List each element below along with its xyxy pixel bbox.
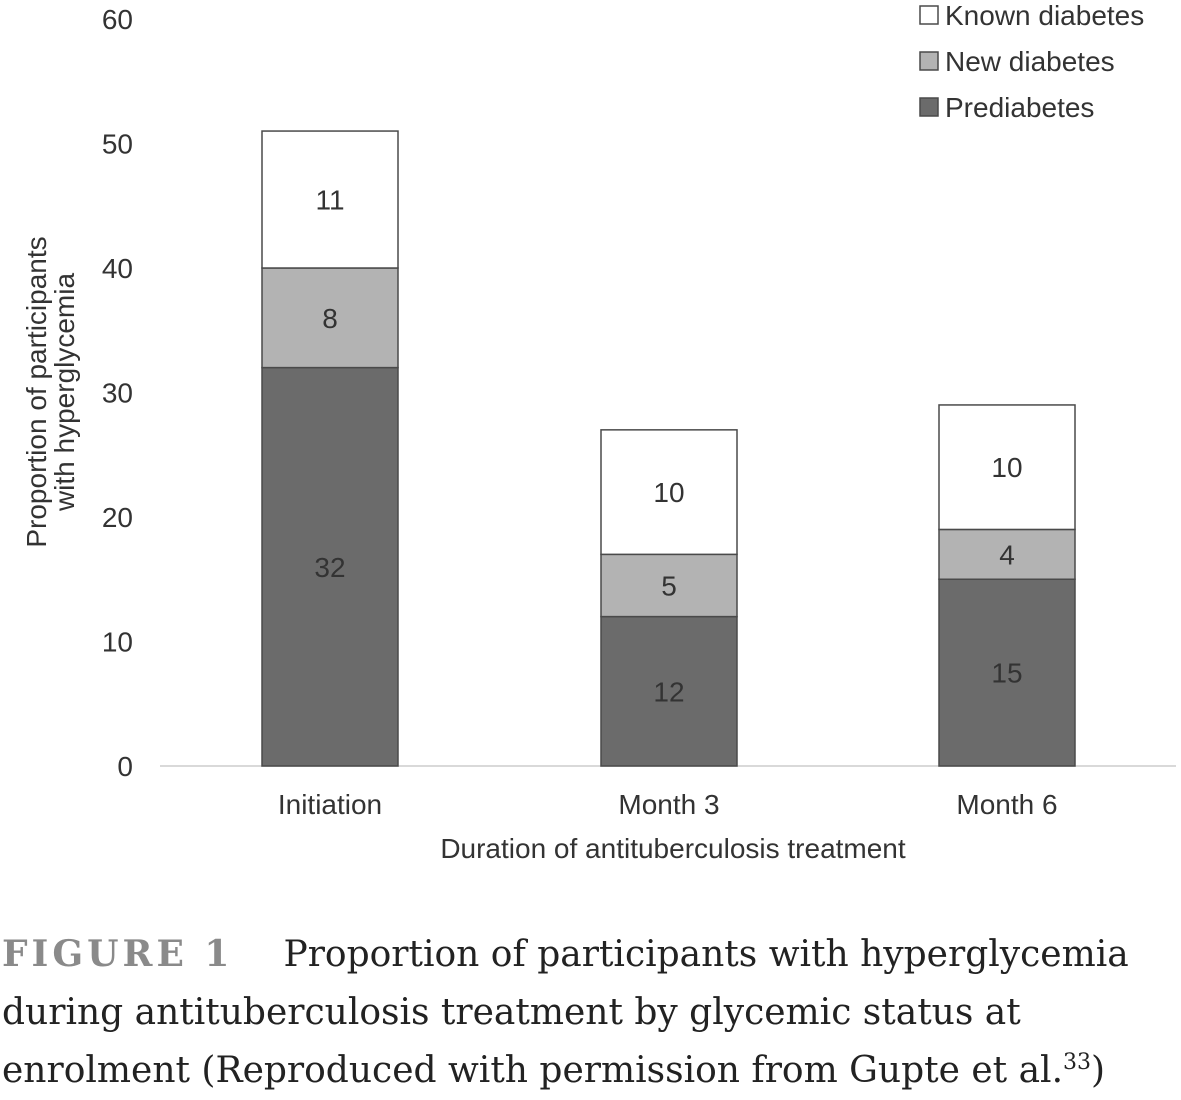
y-tick-label: 30 [102, 378, 133, 409]
bar-segment [261, 267, 399, 369]
legend-swatch [919, 97, 939, 117]
y-axis-ticks: 0 10 20 30 40 50 60 [102, 4, 133, 782]
legend-label: Prediabetes [945, 92, 1094, 123]
x-tick-label: Month 3 [618, 789, 719, 820]
data-label: 10 [653, 477, 684, 508]
figure-label: FIGURE 1 [2, 933, 234, 975]
bar-segment [938, 404, 1076, 531]
figure-caption: FIGURE 1 Proportion of participants with … [2, 925, 1177, 1100]
y-tick-label: 0 [117, 751, 133, 782]
legend-swatch [919, 5, 939, 25]
data-label: 11 [315, 185, 344, 216]
data-label: 12 [653, 676, 684, 707]
bars: 32 8 11 12 5 10 15 4 10 [261, 130, 1076, 767]
legend: Known diabetes New diabetes Prediabetes [919, 0, 1144, 123]
y-tick-label: 10 [102, 627, 133, 658]
bar-segment [938, 578, 1076, 767]
bar-stack: 32 8 11 [261, 130, 399, 767]
legend-item: New diabetes [919, 46, 1115, 77]
y-axis-label-line-2: with hyperglycemia [49, 273, 80, 513]
y-tick-label: 40 [102, 253, 133, 284]
data-label: 15 [991, 658, 1022, 689]
stacked-bar-chart: 0 10 20 30 40 50 60 32 8 11 12 5 10 15 4 10 Initiation… [21, 0, 1176, 864]
bar-segment [261, 366, 399, 767]
legend-label: Known diabetes [945, 0, 1144, 31]
x-axis-category-labels: Initiation Month 3 Month 6 [278, 789, 1058, 820]
data-label: 10 [991, 452, 1022, 483]
caption-text: Proportion of participants with hypergly… [2, 934, 1129, 1091]
caption-closing: ) [1091, 1050, 1106, 1091]
bar-segment [600, 615, 738, 767]
y-tick-label: 50 [102, 129, 133, 160]
bar-segment [600, 429, 738, 556]
x-axis-label: Duration of antituberculosis treatment [440, 833, 906, 864]
y-axis-label-line-1: Proportion of participants [21, 236, 52, 547]
legend-item: Prediabetes [919, 92, 1094, 123]
legend-label: New diabetes [945, 46, 1115, 77]
bar-stack: 12 5 10 [600, 429, 738, 767]
bar-segment [938, 528, 1076, 581]
x-tick-label: Month 6 [956, 789, 1057, 820]
bar-segment [600, 553, 738, 618]
citation-number: 33 [1063, 1050, 1092, 1075]
bar-stack: 15 4 10 [938, 404, 1076, 767]
data-label: 8 [322, 303, 338, 334]
data-label: 32 [314, 552, 345, 583]
legend-item: Known diabetes [919, 0, 1144, 31]
data-label: 4 [999, 539, 1015, 570]
x-tick-label: Initiation [278, 789, 382, 820]
legend-swatch [919, 51, 939, 71]
y-axis-label: Proportion of participants with hypergly… [21, 236, 80, 547]
bar-segment [261, 130, 399, 269]
data-label: 5 [661, 570, 677, 601]
y-tick-label: 20 [102, 502, 133, 533]
y-tick-label: 60 [102, 4, 133, 35]
